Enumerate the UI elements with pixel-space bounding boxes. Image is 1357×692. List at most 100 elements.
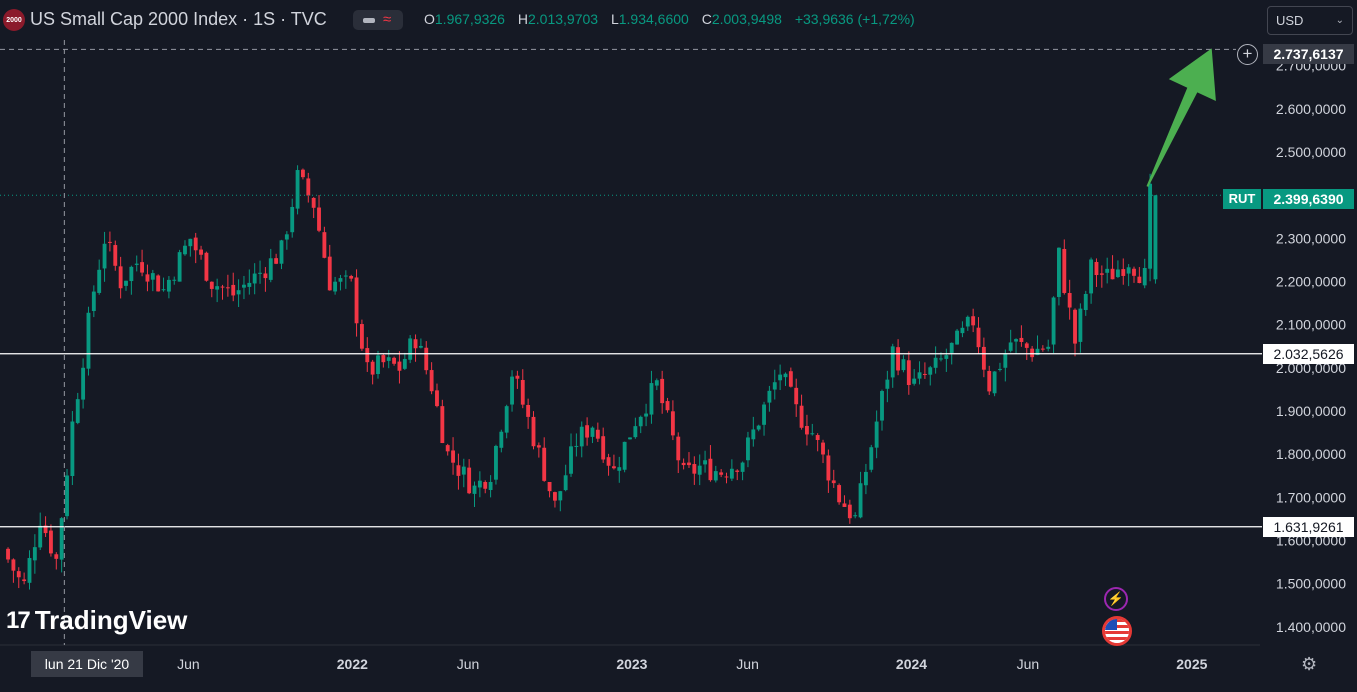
candle xyxy=(86,306,91,376)
gear-icon[interactable]: ⚙ xyxy=(1301,654,1318,674)
y-tick-label: 1.800,0000 xyxy=(1276,446,1346,462)
candle-body xyxy=(762,404,766,425)
candle xyxy=(1148,173,1153,282)
candle xyxy=(729,459,734,482)
candle xyxy=(124,280,128,291)
horizontal-line-label-upper[interactable]: 2.032,5626 xyxy=(1263,343,1354,364)
candle xyxy=(274,253,279,265)
candle-body xyxy=(359,324,364,349)
candle xyxy=(172,276,177,285)
candle xyxy=(681,458,686,470)
change-value: +33,9636 (+1,72%) xyxy=(794,11,915,27)
candle xyxy=(27,550,32,590)
lightning-icon[interactable]: ⚡ xyxy=(1104,587,1128,611)
candle-body xyxy=(1132,268,1136,276)
candle-body xyxy=(569,446,573,474)
candle xyxy=(965,315,970,331)
candle-body xyxy=(617,467,622,471)
ohlc-legend: O1.967,9326 H2.013,9703 L1.934,6600 C2.0… xyxy=(424,11,924,27)
candle-body xyxy=(601,436,606,460)
candle-body xyxy=(1148,183,1153,269)
candle xyxy=(402,352,407,371)
candle xyxy=(649,370,654,424)
candle xyxy=(971,308,976,333)
candle-body xyxy=(542,447,547,481)
candle-body xyxy=(6,548,10,560)
candle-body xyxy=(435,390,439,407)
candle-body xyxy=(1099,273,1104,275)
candle xyxy=(284,231,289,250)
candle xyxy=(343,270,348,289)
candle xyxy=(574,433,579,457)
candle-body xyxy=(746,437,750,461)
candle xyxy=(150,269,155,292)
candle xyxy=(102,231,107,282)
candle-body xyxy=(49,530,53,554)
symbol-title[interactable]: US Small Cap 2000 Index · 1S · TVC xyxy=(30,9,327,29)
candle xyxy=(992,371,997,397)
y-tick-label: 2.500,0000 xyxy=(1276,144,1346,160)
us-flag-icon[interactable] xyxy=(1102,616,1132,646)
candle xyxy=(794,378,799,417)
candle xyxy=(1110,255,1115,280)
candle-body xyxy=(756,425,761,430)
candle-body xyxy=(499,431,504,448)
candle xyxy=(306,172,311,203)
candle-body xyxy=(1137,276,1142,284)
candle xyxy=(349,274,354,282)
candle xyxy=(1142,258,1147,289)
candle-body xyxy=(1110,268,1115,280)
candle-body xyxy=(1057,247,1061,297)
candle-body xyxy=(585,425,590,438)
symbol-price-tag: RUT xyxy=(1223,189,1261,209)
candle xyxy=(472,481,477,508)
candle xyxy=(183,240,187,256)
candle-body xyxy=(547,481,552,492)
candle-body xyxy=(644,413,649,417)
candle xyxy=(22,572,27,585)
candle xyxy=(665,397,670,413)
candle xyxy=(49,524,53,557)
candle-body xyxy=(242,284,246,288)
candle-body xyxy=(386,357,391,361)
candle-body xyxy=(1030,348,1035,358)
low-key: L xyxy=(610,11,619,27)
candle xyxy=(145,264,150,292)
candle-body xyxy=(767,390,772,403)
candle-body xyxy=(821,442,825,455)
candle xyxy=(542,437,547,482)
candle-body xyxy=(1040,348,1045,350)
candle xyxy=(981,337,986,378)
candle xyxy=(638,415,643,434)
candle xyxy=(435,383,439,408)
candle xyxy=(97,259,102,295)
y-tick-label: 1.700,0000 xyxy=(1276,489,1346,505)
candle xyxy=(461,458,466,488)
candle-body xyxy=(1024,343,1029,348)
candle-body xyxy=(611,466,616,469)
candle xyxy=(772,369,777,400)
candle xyxy=(660,370,665,414)
candle-body xyxy=(558,491,563,501)
candle-body xyxy=(483,482,488,489)
high-key: H xyxy=(517,11,528,27)
candle xyxy=(333,276,338,295)
eye-toggle-icon[interactable]: ≈ xyxy=(353,10,403,30)
candle xyxy=(628,437,632,440)
candle-body xyxy=(880,391,884,421)
plus-circle-icon[interactable]: + xyxy=(1237,44,1258,65)
horizontal-line-label-lower[interactable]: 1.631,9261 xyxy=(1263,516,1354,537)
currency-select[interactable]: USD ⌄ xyxy=(1267,6,1353,35)
candle xyxy=(81,358,86,409)
candle xyxy=(376,350,380,379)
tradingview-logo[interactable]: 17 TradingView xyxy=(6,605,187,636)
candle xyxy=(134,255,139,272)
candle xyxy=(595,422,600,442)
candle xyxy=(1003,349,1008,382)
symbol-logo[interactable]: 2000 xyxy=(3,9,25,31)
candle xyxy=(242,275,246,300)
candle-body xyxy=(247,282,252,287)
low-value: 1.934,6600 xyxy=(618,11,689,27)
candle xyxy=(386,349,391,369)
